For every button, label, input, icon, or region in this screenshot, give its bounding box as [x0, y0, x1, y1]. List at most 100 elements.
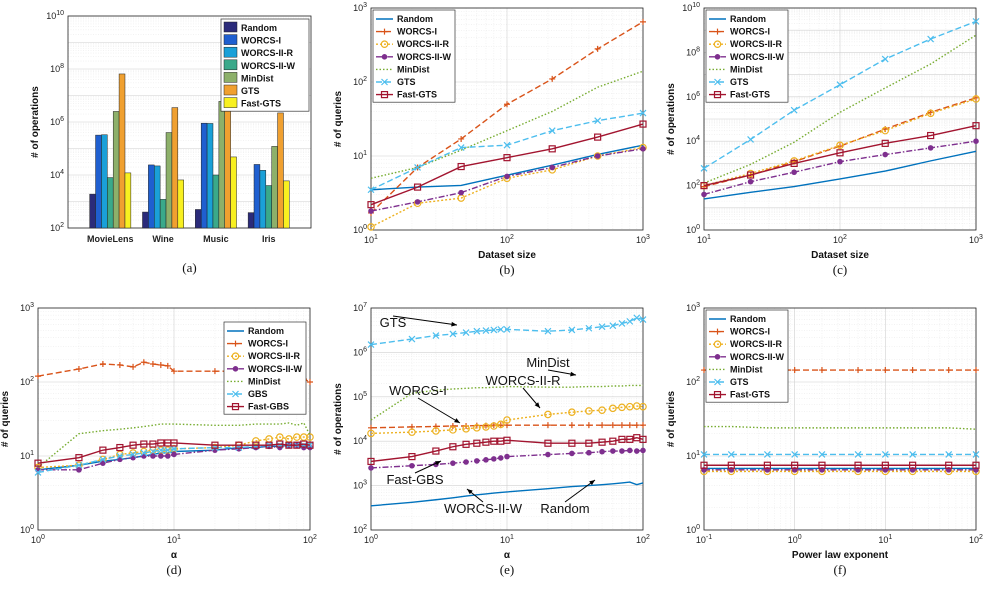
legend-label: WORCS-I — [397, 27, 437, 37]
legend-marker — [380, 90, 389, 99]
x-axis-label: α — [504, 550, 511, 561]
data-point — [75, 461, 83, 469]
chart-panel-e: (e) 102 103 104 105 106 107 100 101 102 α # of oper… — [333, 302, 650, 577]
y-tick-label: 102 — [20, 376, 34, 387]
bar — [154, 165, 161, 229]
data-point — [598, 406, 606, 414]
legend-swatch — [223, 97, 238, 108]
legend-label: Fast-GTS — [730, 90, 770, 100]
series-line — [370, 405, 644, 435]
data-point — [945, 367, 952, 374]
panel-caption: (a) — [182, 260, 196, 275]
data-point — [503, 416, 511, 424]
data-point — [727, 461, 735, 469]
legend-label: MinDist — [730, 64, 763, 74]
data-point — [700, 182, 708, 190]
y-tick-label: 101 — [20, 450, 34, 461]
data-point — [618, 319, 626, 327]
data-point — [626, 402, 634, 411]
data-point — [474, 458, 480, 464]
data-point — [116, 443, 124, 452]
data-point — [503, 325, 511, 333]
data-point — [483, 457, 489, 463]
data-point — [497, 325, 505, 333]
data-point — [473, 327, 481, 335]
legend-label: WORCS-II-R — [397, 39, 449, 49]
data-point — [130, 363, 137, 370]
y-axis-label: # of operations — [333, 383, 344, 455]
y-axis-label: # of queries — [333, 91, 344, 148]
legend-swatch — [223, 84, 238, 96]
y-tick-label: 101 — [686, 450, 700, 461]
data-point — [791, 451, 799, 458]
data-point — [75, 454, 83, 462]
plot-frame — [370, 307, 644, 531]
data-point — [882, 151, 889, 158]
data-point — [594, 117, 602, 125]
y-tick-label: 106 — [353, 346, 367, 357]
bar — [171, 107, 179, 229]
data-point — [150, 453, 156, 459]
data-point — [727, 451, 735, 458]
data-point — [490, 326, 498, 334]
legend-marker — [231, 402, 240, 411]
data-point — [432, 427, 440, 435]
data-point — [585, 439, 593, 447]
data-point — [490, 437, 498, 445]
data-point — [544, 439, 552, 447]
x-tick-label: 101 — [364, 234, 378, 245]
data-point — [432, 423, 439, 430]
legend-label: WORCS-II-R — [241, 48, 293, 58]
data-point — [496, 420, 505, 429]
data-point — [568, 408, 576, 416]
legend-label: WORCS-II-R — [730, 339, 782, 349]
legend-marker — [232, 340, 239, 347]
data-point — [836, 81, 844, 89]
series-line — [703, 150, 977, 200]
annotation-arrowhead — [534, 402, 540, 408]
data-point — [211, 441, 219, 449]
x-tick-label: 10-1 — [696, 534, 712, 545]
data-point — [585, 407, 593, 415]
legend-label: WORCS-I — [730, 27, 770, 37]
data-point — [568, 326, 576, 334]
data-point — [568, 439, 576, 447]
data-point — [449, 443, 457, 451]
bar — [159, 199, 167, 229]
data-point — [140, 359, 147, 366]
annotation-label: WORCS-I — [389, 383, 447, 398]
x-axis-label: Dataset size — [811, 250, 869, 261]
legend-marker — [713, 90, 722, 99]
legend-swatch — [223, 72, 238, 83]
data-point — [503, 154, 511, 162]
data-point — [367, 457, 375, 466]
data-point — [818, 461, 826, 469]
y-tick-label: 102 — [50, 222, 64, 233]
data-point — [790, 159, 798, 167]
series-line — [703, 124, 977, 187]
data-point — [367, 186, 375, 194]
data-point — [700, 164, 708, 172]
y-tick-label: 102 — [686, 180, 700, 191]
data-point — [141, 453, 147, 459]
data-point — [157, 446, 165, 454]
data-point — [149, 361, 156, 368]
legend-marker — [380, 40, 389, 49]
y-axis-label: # of queries — [666, 391, 677, 448]
data-point — [503, 141, 511, 149]
data-point — [639, 435, 647, 443]
data-point — [818, 451, 826, 458]
data-point — [76, 467, 82, 473]
data-point — [633, 422, 640, 429]
x-tick-label: 102 — [833, 234, 847, 245]
data-point — [791, 461, 799, 469]
data-point — [367, 201, 375, 209]
legend-label: WORCS-II-R — [730, 39, 782, 49]
data-point — [549, 164, 556, 171]
legend-label: Random — [241, 23, 277, 33]
x-tick-label: Wine — [152, 234, 173, 244]
legend-label: WORCS-II-R — [248, 351, 300, 361]
data-point — [972, 461, 980, 469]
data-point — [35, 373, 41, 380]
data-point — [881, 55, 889, 63]
